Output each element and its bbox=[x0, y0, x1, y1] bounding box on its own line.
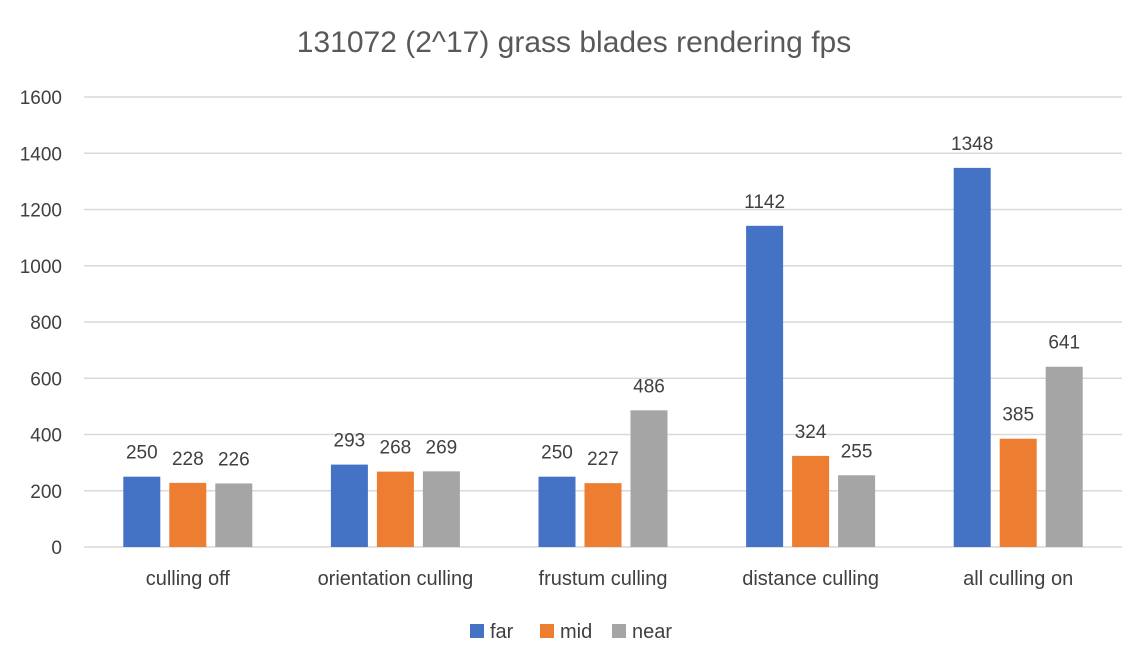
data-label-far: 250 bbox=[126, 443, 158, 464]
data-label-near: 641 bbox=[1048, 333, 1080, 354]
bar-near-culling-off bbox=[215, 483, 253, 547]
data-label-near: 486 bbox=[633, 376, 665, 397]
bar-near-all-culling-on bbox=[1045, 366, 1083, 547]
y-tick-label: 1400 bbox=[20, 144, 62, 165]
data-label-near: 255 bbox=[841, 441, 873, 462]
legend-label-near: near bbox=[632, 621, 672, 643]
legend-label-far: far bbox=[490, 621, 514, 643]
y-tick-label: 800 bbox=[30, 313, 62, 334]
legend-swatch-mid bbox=[540, 624, 554, 638]
data-label-far: 250 bbox=[541, 443, 573, 464]
bars bbox=[123, 167, 1083, 547]
legend-label-mid: mid bbox=[560, 621, 592, 643]
bar-mid-distance-culling bbox=[792, 455, 830, 547]
data-label-far: 293 bbox=[334, 431, 366, 452]
bar-far-all-culling-on bbox=[953, 167, 991, 547]
y-axis-tick-labels: 0 200 400 600 800 1000 1200 1400 1600 bbox=[20, 88, 62, 559]
bar-mid-all-culling-on bbox=[999, 438, 1037, 547]
legend-swatch-near bbox=[612, 624, 626, 638]
data-label-far: 1348 bbox=[951, 134, 993, 155]
y-tick-label: 0 bbox=[51, 538, 62, 559]
bar-near-orientation-culling bbox=[422, 471, 460, 547]
x-axis-category-labels: culling off orientation culling frustum cu… bbox=[146, 568, 1074, 590]
x-category-label: all culling on bbox=[963, 568, 1073, 590]
bar-far-frustum-culling bbox=[538, 476, 576, 547]
data-label-near: 226 bbox=[218, 449, 250, 470]
bar-near-distance-culling bbox=[838, 475, 876, 547]
y-tick-label: 400 bbox=[30, 426, 62, 447]
bar-far-culling-off bbox=[123, 476, 161, 547]
chart-title: 131072 (2^17) grass blades rendering fps bbox=[297, 26, 851, 59]
data-label-mid: 324 bbox=[795, 422, 827, 443]
data-label-mid: 385 bbox=[1002, 405, 1034, 426]
y-tick-label: 1200 bbox=[20, 201, 62, 222]
data-label-mid: 268 bbox=[380, 438, 412, 459]
data-label-mid: 227 bbox=[587, 449, 619, 470]
bar-near-frustum-culling bbox=[630, 410, 668, 547]
y-tick-label: 1600 bbox=[20, 88, 62, 109]
bar-far-orientation-culling bbox=[330, 464, 368, 547]
gridlines bbox=[84, 96, 1122, 548]
legend-swatch-far bbox=[470, 624, 484, 638]
legend: far mid near bbox=[470, 621, 672, 643]
x-category-label: distance culling bbox=[742, 568, 879, 590]
bar-mid-culling-off bbox=[169, 482, 207, 547]
data-label-far: 1142 bbox=[744, 192, 785, 213]
data-labels: 250 228 226 293 268 269 250 227 486 1142 324 255 134… bbox=[126, 134, 1080, 471]
data-label-near: 269 bbox=[426, 437, 458, 458]
y-tick-label: 1000 bbox=[20, 257, 62, 278]
y-tick-label: 200 bbox=[30, 482, 62, 503]
bar-far-distance-culling bbox=[746, 225, 784, 547]
bar-mid-orientation-culling bbox=[376, 471, 414, 547]
bar-mid-frustum-culling bbox=[584, 483, 622, 547]
x-category-label: frustum culling bbox=[539, 568, 668, 590]
x-category-label: culling off bbox=[146, 568, 231, 590]
x-category-label: orientation culling bbox=[318, 568, 474, 590]
y-tick-label: 600 bbox=[30, 369, 62, 390]
data-label-mid: 228 bbox=[172, 449, 204, 470]
